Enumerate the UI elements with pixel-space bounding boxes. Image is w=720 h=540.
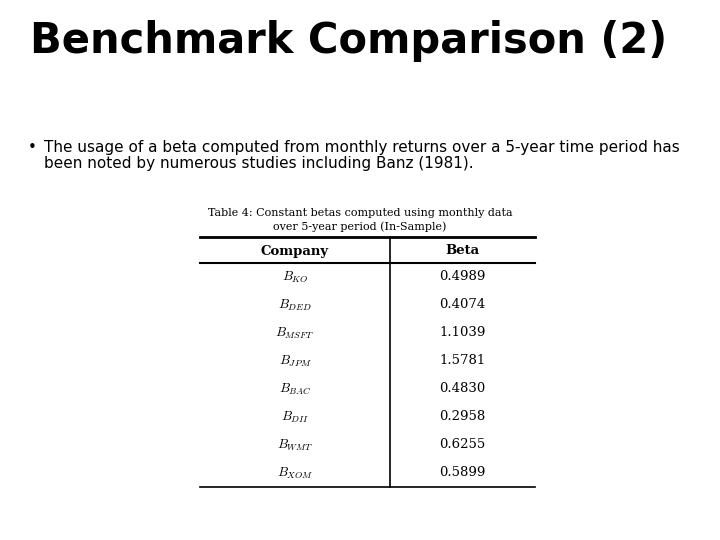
- Text: 1.1039: 1.1039: [439, 327, 486, 340]
- Text: 0.4989: 0.4989: [439, 271, 486, 284]
- Text: 0.5899: 0.5899: [439, 467, 486, 480]
- Text: $B_{WMT}$: $B_{WMT}$: [277, 437, 313, 453]
- Text: $B_{MSFT}$: $B_{MSFT}$: [276, 326, 315, 341]
- Text: Table 4: Constant betas computed using monthly data: Table 4: Constant betas computed using m…: [207, 208, 513, 218]
- Text: 0.2958: 0.2958: [439, 410, 485, 423]
- Text: 0.4074: 0.4074: [439, 299, 485, 312]
- Text: $B_{DII}$: $B_{DII}$: [281, 409, 309, 424]
- Text: over 5-year period (In-Sample): over 5-year period (In-Sample): [274, 221, 446, 232]
- Text: Benchmark Comparison (2): Benchmark Comparison (2): [30, 20, 667, 62]
- Text: been noted by numerous studies including Banz (1981).: been noted by numerous studies including…: [44, 156, 474, 171]
- Text: •: •: [28, 140, 37, 155]
- Text: $B_{DED}$: $B_{DED}$: [278, 298, 312, 313]
- Text: Company: Company: [261, 245, 329, 258]
- Text: 0.4830: 0.4830: [439, 382, 485, 395]
- Text: $B_{JPM}$: $B_{JPM}$: [279, 353, 311, 369]
- Text: 1.5781: 1.5781: [439, 354, 485, 368]
- Text: The usage of a beta computed from monthly returns over a 5-year time period has: The usage of a beta computed from monthl…: [44, 140, 680, 155]
- Text: 0.6255: 0.6255: [439, 438, 485, 451]
- Text: Beta: Beta: [446, 245, 480, 258]
- Text: $B_{KO}$: $B_{KO}$: [282, 269, 308, 285]
- Text: $B_{BAC}$: $B_{BAC}$: [279, 381, 312, 396]
- Text: $B_{XOM}$: $B_{XOM}$: [276, 465, 313, 481]
